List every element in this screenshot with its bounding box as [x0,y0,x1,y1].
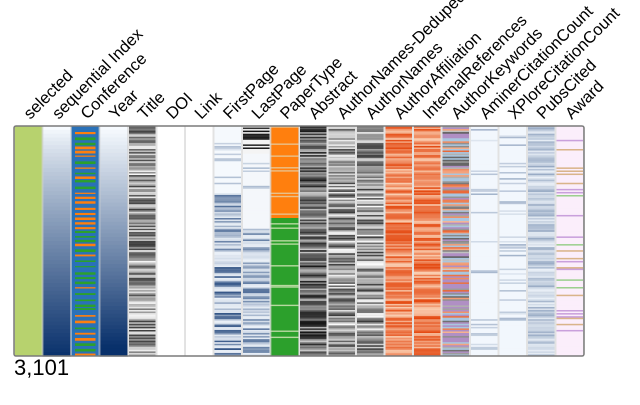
column-strip[interactable] [270,125,300,357]
column-strip[interactable] [470,125,499,357]
column-strip[interactable] [14,125,43,357]
column-strip[interactable] [299,125,328,357]
column-strip[interactable] [356,125,385,357]
column-strip[interactable] [527,125,556,357]
column-strip[interactable] [498,125,528,357]
column-strip[interactable] [99,125,129,357]
column-strip[interactable] [71,125,100,357]
column-header[interactable]: DOI [163,89,196,122]
column-strip[interactable] [185,125,214,357]
column-strip[interactable] [242,125,271,357]
column-strip[interactable] [213,125,243,357]
column-strip[interactable] [42,125,72,357]
column-strip[interactable] [384,125,414,357]
column-header[interactable]: Link [191,88,226,123]
column-strip[interactable] [441,125,471,357]
column-strip[interactable] [555,125,585,357]
row-count-label: 3,101 [14,355,70,380]
column-strip[interactable] [128,125,157,357]
column-strip[interactable] [327,125,357,357]
column-header[interactable]: Title [134,88,168,122]
column-strip[interactable] [413,125,442,357]
table-frame [13,125,585,357]
column-strip[interactable] [156,125,186,357]
